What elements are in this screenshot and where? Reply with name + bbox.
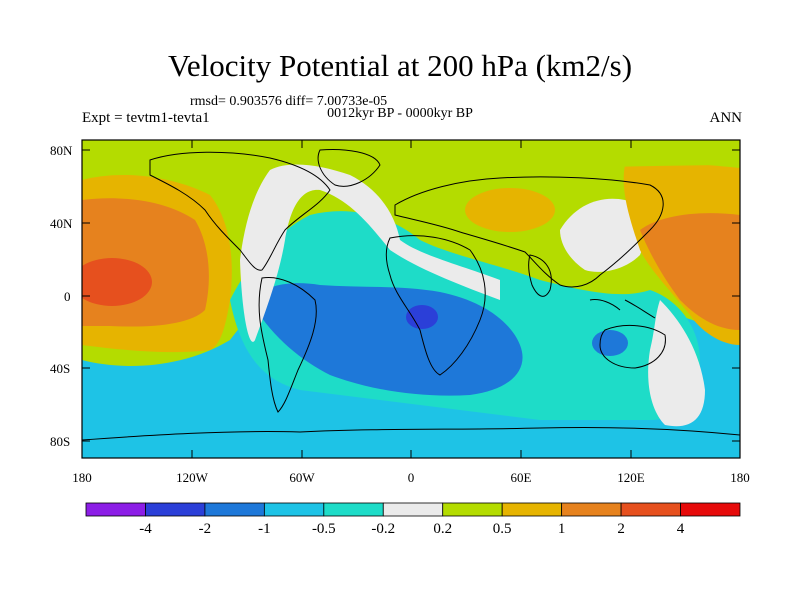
colorbar-tick-label: 0.2 [433,521,453,537]
colorbar-tick-label: -4 [139,521,152,537]
colorbar-swatch [85,502,146,517]
colorbar-swatch [263,502,325,517]
field-positive-eurasia [465,188,555,232]
colorbar-swatch [442,502,503,517]
lon-label-120e: 120E [617,470,645,485]
colorbar-tick-label: 1 [557,521,566,537]
field-arctic-band [82,140,740,168]
period-label: 0012kyr BP - 0000kyr BP [327,106,473,121]
lon-label-180w: 180 [72,470,92,485]
colorbar-swatch [561,502,622,517]
field-neutral-pacific-east [648,300,705,427]
lon-label-120w: 120W [176,470,208,485]
stats-label: rmsd= 0.903576 diff= 7.00733e-05 [190,94,388,109]
colorbar-swatch [382,502,444,517]
colorbar-swatch [145,502,206,517]
colorbar-tick-label: -1 [258,521,271,537]
lat-ticks [82,149,740,442]
experiment-label: Expt = tevtm1-tevta1 [82,110,210,126]
colorbar-tick-label: -0.2 [371,521,396,537]
field-max-core-west [82,258,152,306]
colorbar-tick-label: 2 [617,521,625,537]
lat-label-80n: 80N [50,143,73,158]
colorbar-tick-label: -0.5 [311,521,336,537]
field-neutral-asia [560,198,645,272]
plot-title: Velocity Potential at 200 hPa (km2/s) [167,48,633,83]
field-neutral-atlantic [240,164,500,342]
lat-label-40n: 40N [50,216,73,231]
colorbar-swatch [323,502,384,517]
colorbar [85,502,741,517]
colorbar-swatch [620,502,681,517]
colorbar-tick-label: -2 [198,521,212,537]
field-strong-negative [250,283,523,396]
lon-label-60w: 60W [289,470,315,485]
season-label: ANN [709,110,743,126]
colorbar-swatch [204,502,265,517]
lon-ticks [191,140,632,458]
lon-label-180e: 180 [730,470,750,485]
lat-label-80s: 80S [50,434,71,449]
colorbar-tick-label: 0.5 [492,521,512,537]
lat-label-40s: 40S [50,361,71,376]
coastlines [82,149,740,441]
velocity-potential-field [82,140,740,458]
colorbar-swatch [501,502,563,517]
lon-label-60e: 60E [510,470,532,485]
colorbar-swatch [680,502,741,517]
field-negative-australia [592,330,628,356]
field-min-core [406,305,438,329]
lon-label-0: 0 [407,470,415,485]
colorbar-tick-label: 4 [676,521,685,537]
field-strong-positive-east [640,213,740,330]
lat-label-equator: 0 [64,289,71,304]
